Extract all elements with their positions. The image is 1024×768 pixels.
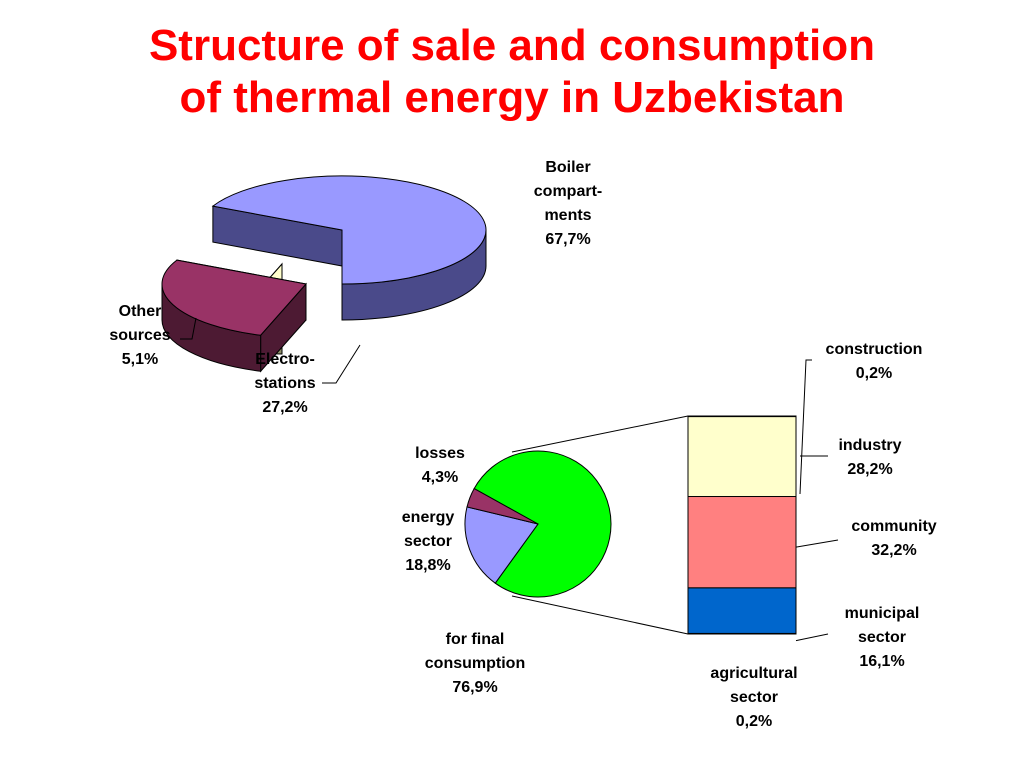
construction-segment <box>687 415 797 418</box>
agricultural-label: agricultural sector 0,2% <box>710 665 797 730</box>
final-consumption-slice <box>473 450 612 598</box>
electro-slice <box>161 259 307 373</box>
construction-leader <box>799 359 812 495</box>
losses-label: losses 4,3% <box>415 445 465 486</box>
losses-slice <box>466 487 539 525</box>
title-line-2: of thermal energy in Uzbekistan <box>179 73 845 122</box>
electro-leader <box>322 344 361 384</box>
connector-bottom <box>511 595 689 635</box>
municipal-label: municipal sector 16,1% <box>845 605 920 670</box>
community-segment <box>687 496 797 589</box>
boiler-slice-top <box>211 175 487 285</box>
title-line-1: Structure of sale and consumption <box>148 21 876 70</box>
community-leader <box>795 539 839 548</box>
electro-label: Electro-stations 27,2% <box>254 351 315 416</box>
municipal-segment <box>687 587 797 634</box>
connector-top <box>511 415 689 453</box>
boiler-label: Boiler compart-ments 67,7% <box>534 159 602 248</box>
energy-sector-slice <box>464 506 539 584</box>
electro-slice-top <box>161 259 307 336</box>
boiler-slice <box>211 175 487 321</box>
final-consumption-label: for final consumption 76,9% <box>425 631 525 696</box>
municipal-leader <box>795 633 829 642</box>
construction-label: construction 0,2% <box>826 341 923 382</box>
industry-segment <box>687 416 797 498</box>
other-leader <box>180 317 197 340</box>
energy-sector-label: energy sector 18,8% <box>402 509 455 574</box>
community-label: community 32,2% <box>851 518 936 559</box>
other-label: Other sources 5,1% <box>109 303 170 368</box>
chart-title: Structure of sale and consumption of the… <box>0 20 1024 124</box>
industry-label: industry 28,2% <box>838 437 901 478</box>
